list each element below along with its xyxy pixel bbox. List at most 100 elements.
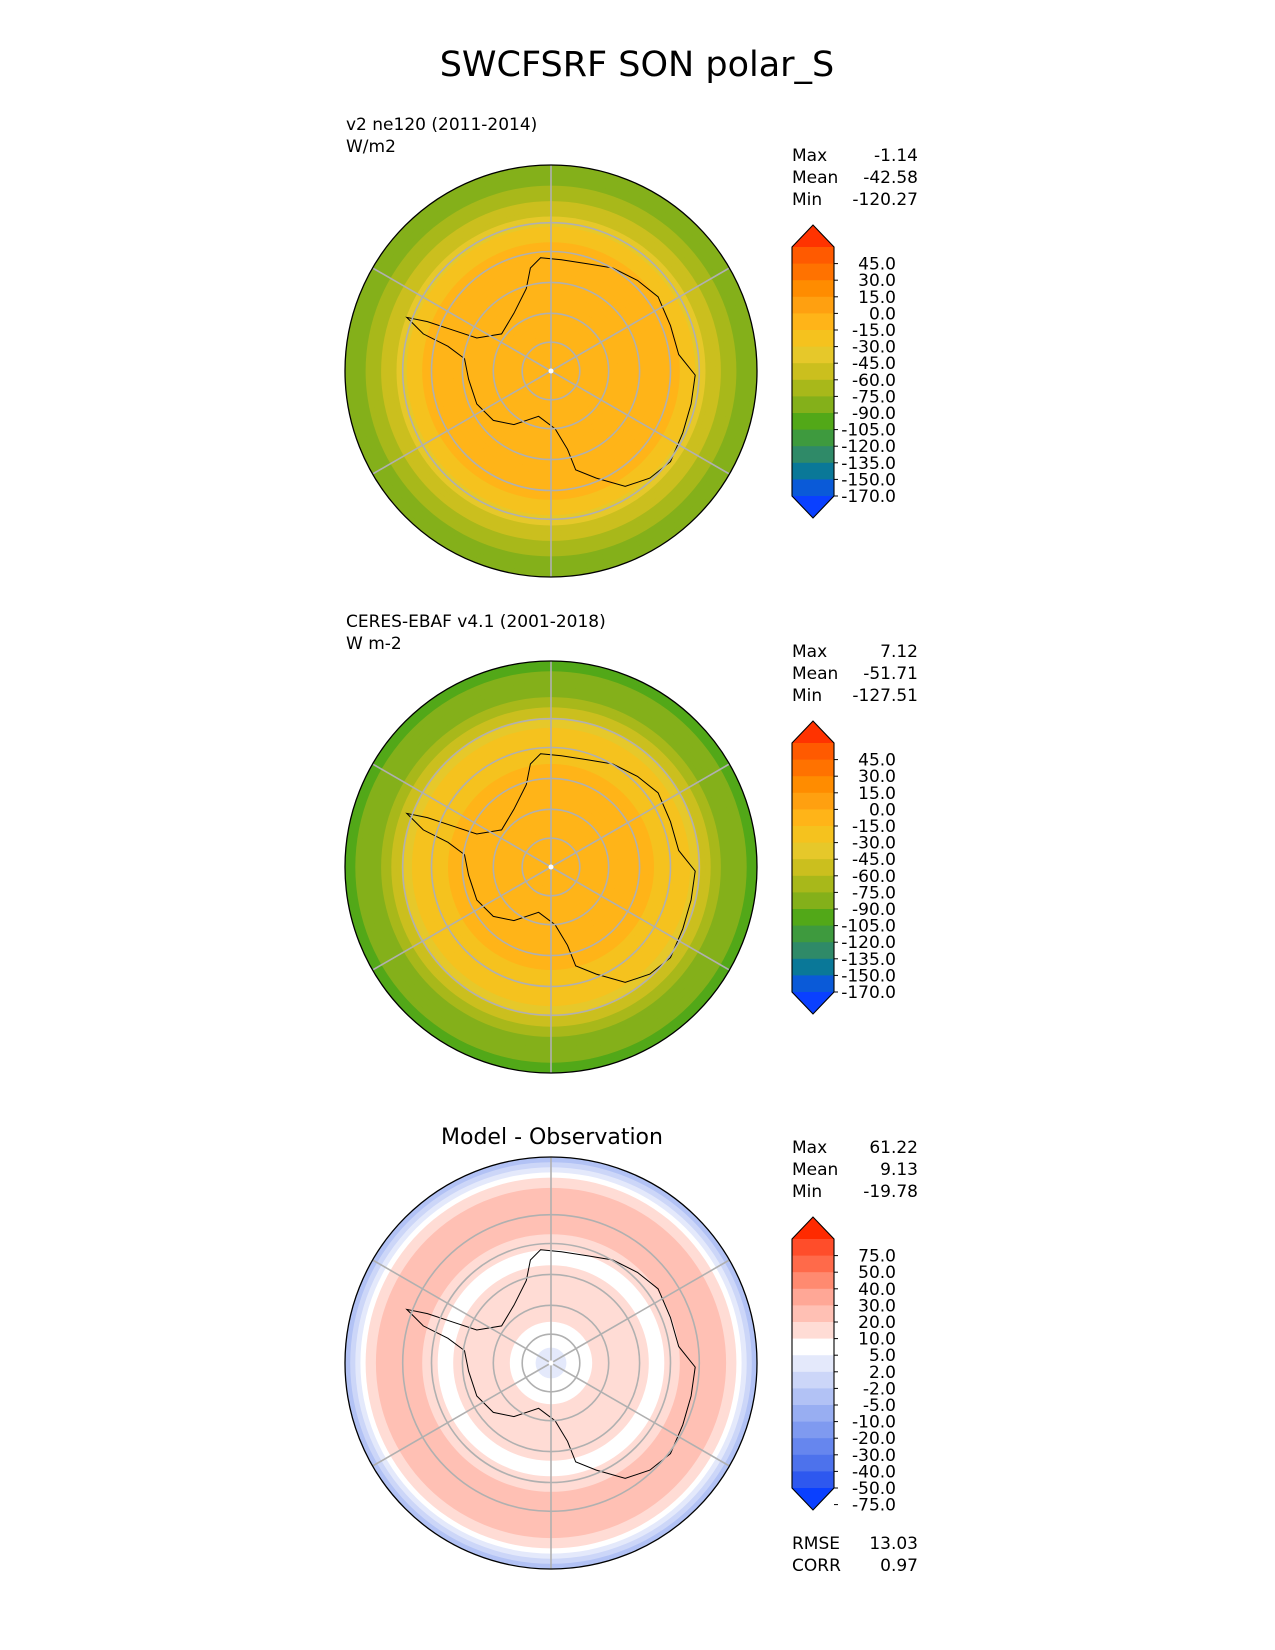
colorbar-tick-label: 30.0	[858, 271, 896, 291]
colorbar-over-extension	[792, 225, 834, 247]
colorbar-segment	[792, 942, 834, 960]
colorbar-segment	[792, 1355, 834, 1373]
colorbar-tick-label: -105.0	[841, 421, 896, 441]
colorbar-segment	[792, 1421, 834, 1439]
colorbar-segment	[792, 1272, 834, 1290]
colorbar-segment	[792, 925, 834, 943]
colorbar-segment	[792, 479, 834, 497]
colorbar-tick-label: -150.0	[841, 470, 896, 490]
south-pole-marker	[548, 368, 554, 374]
colorbar-segment	[792, 958, 834, 976]
colorbar-segment	[792, 792, 834, 810]
colorbar-segment	[792, 1322, 834, 1340]
colorbar-segment	[792, 296, 834, 314]
colorbar-tick-label: -50.0	[852, 1479, 896, 1499]
colorbar-tick-label: -20.0	[852, 1429, 896, 1449]
colorbar-tick-label: 15.0	[858, 288, 896, 308]
stat-mean-value: 9.13	[880, 1160, 918, 1180]
stat-max-label: Max	[792, 146, 827, 166]
colorbar-tick-label: -60.0	[852, 867, 896, 887]
colorbar-tick-label: 45.0	[858, 255, 896, 275]
stat-corr-label: CORR	[792, 1556, 841, 1576]
stat-corr-value: 0.97	[880, 1556, 918, 1576]
panel-model-stats: Max -1.14 Mean -42.58 Min -120.27	[792, 146, 918, 210]
stat-mean-value: -42.58	[863, 168, 918, 188]
colorbar-tick-label: -2.0	[863, 1379, 896, 1399]
colorbar-tick-label: -60.0	[852, 371, 896, 391]
colorbar-tick-label: -75.0	[852, 883, 896, 903]
meridian-gridline	[550, 866, 730, 971]
colorbar-tick-label: -40.0	[852, 1462, 896, 1482]
colorbar-segment	[792, 413, 834, 431]
colorbar-segment	[792, 1405, 834, 1423]
panel-diff: Model - Observation Max 61.22 Mean 9.13 …	[344, 1125, 918, 1576]
colorbar-segment	[792, 1305, 834, 1323]
panel-diff-extra-stats: RMSE 13.03 CORR 0.97	[792, 1534, 918, 1576]
stat-rmse-value: 13.03	[869, 1534, 918, 1554]
colorbar-tick-label: -135.0	[841, 950, 896, 970]
colorbar-tick-label: -15.0	[852, 817, 896, 837]
colorbar-tick-label: 10.0	[858, 1330, 896, 1350]
colorbar-segment	[792, 280, 834, 298]
colorbar-tick-label: 0.0	[869, 304, 896, 324]
panel-model-colorbar: 45.030.015.00.0-15.0-30.0-45.0-60.0-75.0…	[791, 224, 896, 519]
colorbar-under-extension	[792, 992, 834, 1014]
colorbar-tick-label: -5.0	[863, 1396, 896, 1416]
panel-diff-map	[344, 1156, 758, 1570]
colorbar-tick-label: 30.0	[858, 1296, 896, 1316]
meridian-gridline	[372, 866, 552, 971]
colorbar-segment	[792, 446, 834, 464]
colorbar-tick-label: -45.0	[852, 850, 896, 870]
colorbar-segment	[792, 1239, 834, 1257]
map-frame	[344, 164, 758, 578]
colorbar-segment	[792, 1255, 834, 1273]
colorbar-segment	[792, 776, 834, 794]
colorbar-tick-label: 40.0	[858, 1280, 896, 1300]
colorbar-segment	[792, 396, 834, 414]
colorbar-tick-label: 75.0	[858, 1247, 896, 1267]
colorbar-segment	[792, 363, 834, 381]
colorbar-segment	[792, 1438, 834, 1456]
stat-max-value: 7.12	[880, 642, 918, 662]
colorbar-segment	[792, 1454, 834, 1472]
colorbar-tick-label: -150.0	[841, 966, 896, 986]
colorbar-tick-label: 0.0	[869, 800, 896, 820]
colorbar-segment	[792, 1471, 834, 1489]
colorbar-tick-label: -30.0	[852, 834, 896, 854]
panel-model: v2 ne120 (2011-2014) W/m2 Max -1.14 Mean…	[344, 115, 918, 578]
colorbar-tick-label: -15.0	[852, 321, 896, 341]
stat-mean-label: Mean	[792, 168, 838, 188]
stat-min-label: Min	[792, 686, 822, 706]
colorbar-tick-label: -10.0	[852, 1413, 896, 1433]
panel-diff-title: Model - Observation	[441, 1125, 663, 1150]
colorbar-tick-label: -105.0	[841, 917, 896, 937]
colorbar-segment	[792, 1371, 834, 1389]
meridian-gridline	[372, 370, 552, 475]
colorbar-segment	[792, 859, 834, 877]
colorbar-segment	[792, 1388, 834, 1406]
panel-obs-stats: Max 7.12 Mean -51.71 Min -127.51	[792, 642, 918, 706]
colorbar-tick-label: -170.0	[841, 487, 896, 507]
panel-diff-stats: Max 61.22 Mean 9.13 Min -19.78	[792, 1138, 918, 1202]
colorbar-tick-label: -30.0	[852, 1446, 896, 1466]
meridian-gridline	[550, 1362, 730, 1467]
colorbar-segment	[792, 759, 834, 777]
map-frame	[344, 1156, 758, 1570]
colorbar-over-extension	[792, 1217, 834, 1239]
meridian-gridline	[550, 370, 730, 475]
meridian-gridline	[550, 1259, 730, 1364]
panel-model-subtitle-2: W/m2	[346, 137, 396, 157]
colorbar-segment	[792, 379, 834, 397]
colorbar-tick-label: -135.0	[841, 454, 896, 474]
colorbar-segment	[792, 743, 834, 761]
meridian-gridline	[372, 1259, 552, 1364]
colorbar-tick-label: -30.0	[852, 338, 896, 358]
panel-obs-colorbar: 45.030.015.00.0-15.0-30.0-45.0-60.0-75.0…	[791, 720, 896, 1015]
figure-title: SWCFSRF SON polar_S	[440, 45, 835, 85]
colorbar-segment	[792, 909, 834, 927]
meridian-gridline	[372, 763, 552, 868]
stat-mean-value: -51.71	[863, 664, 918, 684]
colorbar-segment	[792, 330, 834, 348]
south-pole-marker	[548, 1360, 554, 1366]
south-pole-marker	[548, 864, 554, 870]
